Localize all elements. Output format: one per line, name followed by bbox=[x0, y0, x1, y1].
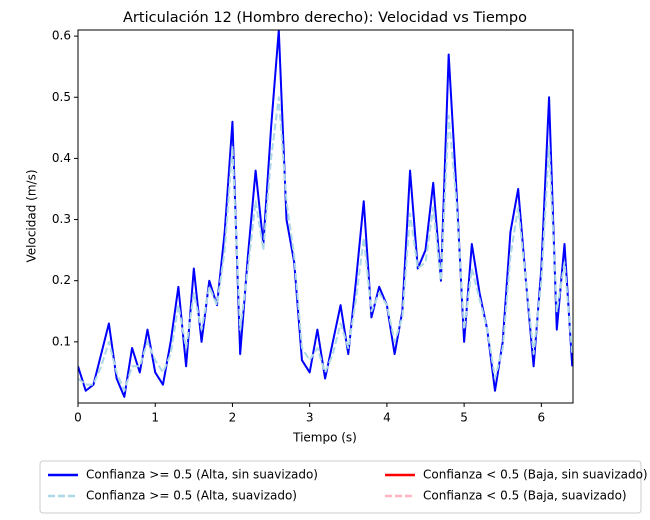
plot-area bbox=[78, 30, 573, 398]
x-tick-label: 1 bbox=[151, 411, 159, 425]
series-line bbox=[78, 96, 573, 392]
x-tick-label: 3 bbox=[306, 411, 314, 425]
legend-label: Confianza < 0.5 (Baja, sin suavizado) bbox=[423, 468, 648, 482]
y-tick-label: 0.5 bbox=[52, 90, 71, 104]
axes-frame bbox=[77, 29, 574, 404]
y-tick-label: 0.6 bbox=[52, 29, 71, 43]
x-tick-label: 5 bbox=[460, 411, 468, 425]
x-tick-label: 4 bbox=[383, 411, 391, 425]
x-tick-label: 2 bbox=[229, 411, 237, 425]
chart-title: Articulación 12 (Hombro derecho): Veloci… bbox=[123, 10, 527, 26]
legend-box bbox=[39, 460, 642, 514]
y-tick-label: 0.2 bbox=[52, 273, 71, 287]
y-tick-label: 0.4 bbox=[52, 151, 71, 165]
legend-label: Confianza >= 0.5 (Alta, suavizado) bbox=[86, 489, 297, 503]
x-tick-label: 6 bbox=[538, 411, 546, 425]
x-axis-label: Tiempo (s) bbox=[292, 431, 357, 445]
series-line bbox=[78, 30, 573, 398]
y-tick-label: 0.1 bbox=[52, 334, 71, 348]
x-tick-label: 0 bbox=[74, 411, 82, 425]
y-tick-label: 0.3 bbox=[52, 212, 71, 226]
legend-label: Confianza >= 0.5 (Alta, sin suavizado) bbox=[86, 468, 318, 482]
y-axis-label: Velocidad (m/s) bbox=[25, 169, 39, 262]
legend-label: Confianza < 0.5 (Baja, suavizado) bbox=[423, 489, 627, 503]
